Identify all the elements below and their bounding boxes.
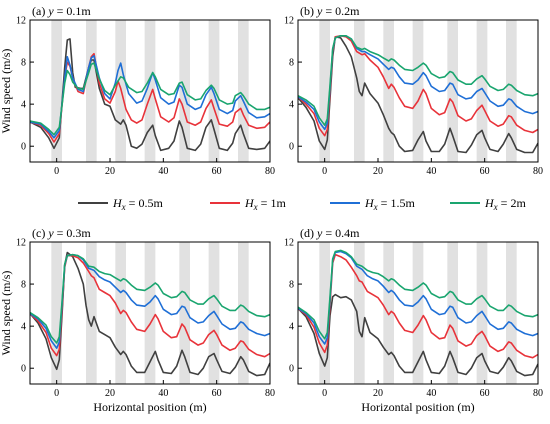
y-tick-label: 0	[21, 142, 26, 153]
y-tick-label: 8	[21, 280, 26, 291]
y-axis-label: Wind speed (m/s)	[0, 271, 13, 356]
plot-frame	[297, 19, 539, 163]
x-tick-label: 40	[158, 166, 168, 177]
shaded-band	[447, 20, 458, 162]
panel-title: (b) y = 0.2m	[300, 4, 360, 18]
x-tick-label: 80	[265, 388, 275, 399]
x-tick-label: 80	[533, 166, 543, 177]
plot-frame	[297, 241, 539, 385]
shaded-band	[144, 242, 156, 384]
shaded-band	[86, 20, 97, 162]
shaded-band	[208, 20, 220, 162]
y-tick-label: 0	[21, 364, 26, 375]
shaded-band	[412, 242, 424, 384]
shaded-band	[354, 242, 365, 384]
y-tick-label: 4	[289, 322, 294, 333]
legend-entry: Hx = 1m	[244, 196, 286, 212]
series-line-hx-0-5m	[30, 251, 270, 377]
series-line-hx-2m	[298, 249, 538, 340]
x-tick-label: 0	[322, 388, 327, 399]
series-line-hx-0-5m	[30, 38, 270, 152]
x-axis-label: Horizontal position (m)	[361, 400, 474, 414]
y-tick-label: 12	[16, 16, 26, 27]
x-tick-label: 60	[212, 388, 222, 399]
legend-entry: Hx = 0.5m	[112, 196, 163, 212]
x-tick-label: 80	[265, 166, 275, 177]
legend-entry: Hx = 2m	[484, 196, 526, 212]
panel-a: 0 20 40 60 80 0 4 8 12 (a) y = 0.1m Wind speed (m/…	[0, 4, 275, 177]
shaded-band	[476, 242, 488, 384]
series-line-hx-2m	[30, 253, 270, 344]
plot-frame	[29, 19, 271, 163]
shaded-band	[179, 242, 190, 384]
shaded-band	[51, 242, 62, 384]
x-tick-label: 40	[426, 166, 436, 177]
x-tick-label: 0	[322, 166, 327, 177]
y-tick-label: 4	[21, 322, 26, 333]
shaded-band	[506, 242, 517, 384]
shaded-band	[238, 242, 249, 384]
plot-frame	[29, 241, 271, 385]
x-tick-label: 60	[212, 166, 222, 177]
y-tick-label: 8	[21, 58, 26, 69]
y-axis-label: Wind speed (m/s)	[0, 49, 13, 134]
y-tick-label: 12	[16, 238, 26, 249]
panel-b: 0 20 40 60 80 0 4 8 12 (b) y = 0.2m	[284, 4, 543, 177]
shaded-band	[412, 20, 424, 162]
shaded-band	[476, 20, 488, 162]
y-tick-label: 12	[284, 238, 294, 249]
shaded-band	[208, 242, 220, 384]
y-tick-label: 8	[289, 280, 294, 291]
shaded-band	[51, 20, 62, 162]
shaded-band	[238, 20, 249, 162]
x-tick-label: 60	[480, 388, 490, 399]
shaded-band	[319, 20, 330, 162]
x-tick-label: 20	[373, 388, 383, 399]
panel-title: (d) y = 0.4m	[300, 226, 360, 240]
shaded-band	[319, 242, 330, 384]
x-tick-label: 40	[426, 388, 436, 399]
series-line-hx-2m	[30, 62, 270, 136]
x-tick-label: 20	[105, 166, 115, 177]
y-tick-label: 8	[289, 58, 294, 69]
series-line-hx-0-5m	[298, 293, 538, 377]
y-tick-label: 12	[284, 16, 294, 27]
shaded-band	[447, 242, 458, 384]
panel-d: 0 20 40 60 80 0 4 8 12 (d) y = 0.4m Horizontal pos…	[284, 226, 543, 414]
legend: Hx = 0.5m Hx = 1m Hx = 1.5m Hx = 2m	[78, 196, 526, 212]
shaded-band	[144, 20, 156, 162]
y-tick-label: 0	[289, 142, 294, 153]
shaded-band	[86, 242, 97, 384]
y-tick-label: 4	[21, 100, 26, 111]
shaded-band	[179, 20, 190, 162]
panel-title: (a) y = 0.1m	[32, 4, 91, 18]
panel-title: (c) y = 0.3m	[32, 226, 91, 240]
legend-entry: Hx = 1.5m	[364, 196, 415, 212]
x-tick-label: 60	[480, 166, 490, 177]
x-tick-label: 0	[54, 388, 59, 399]
x-tick-label: 80	[533, 388, 543, 399]
y-tick-label: 4	[289, 100, 294, 111]
x-axis-label: Horizontal position (m)	[93, 400, 206, 414]
x-tick-label: 20	[373, 166, 383, 177]
y-tick-label: 0	[289, 364, 294, 375]
series-line-hx-2m	[298, 35, 538, 126]
panel-c: 0 20 40 60 80 0 4 8 12 (c) y = 0.3m Wind speed (m/…	[0, 226, 275, 414]
x-tick-label: 20	[105, 388, 115, 399]
series-line-hx-1-5m	[30, 55, 270, 139]
shaded-band	[506, 20, 517, 162]
x-tick-label: 40	[158, 388, 168, 399]
x-tick-label: 0	[54, 166, 59, 177]
shaded-band	[383, 20, 394, 162]
